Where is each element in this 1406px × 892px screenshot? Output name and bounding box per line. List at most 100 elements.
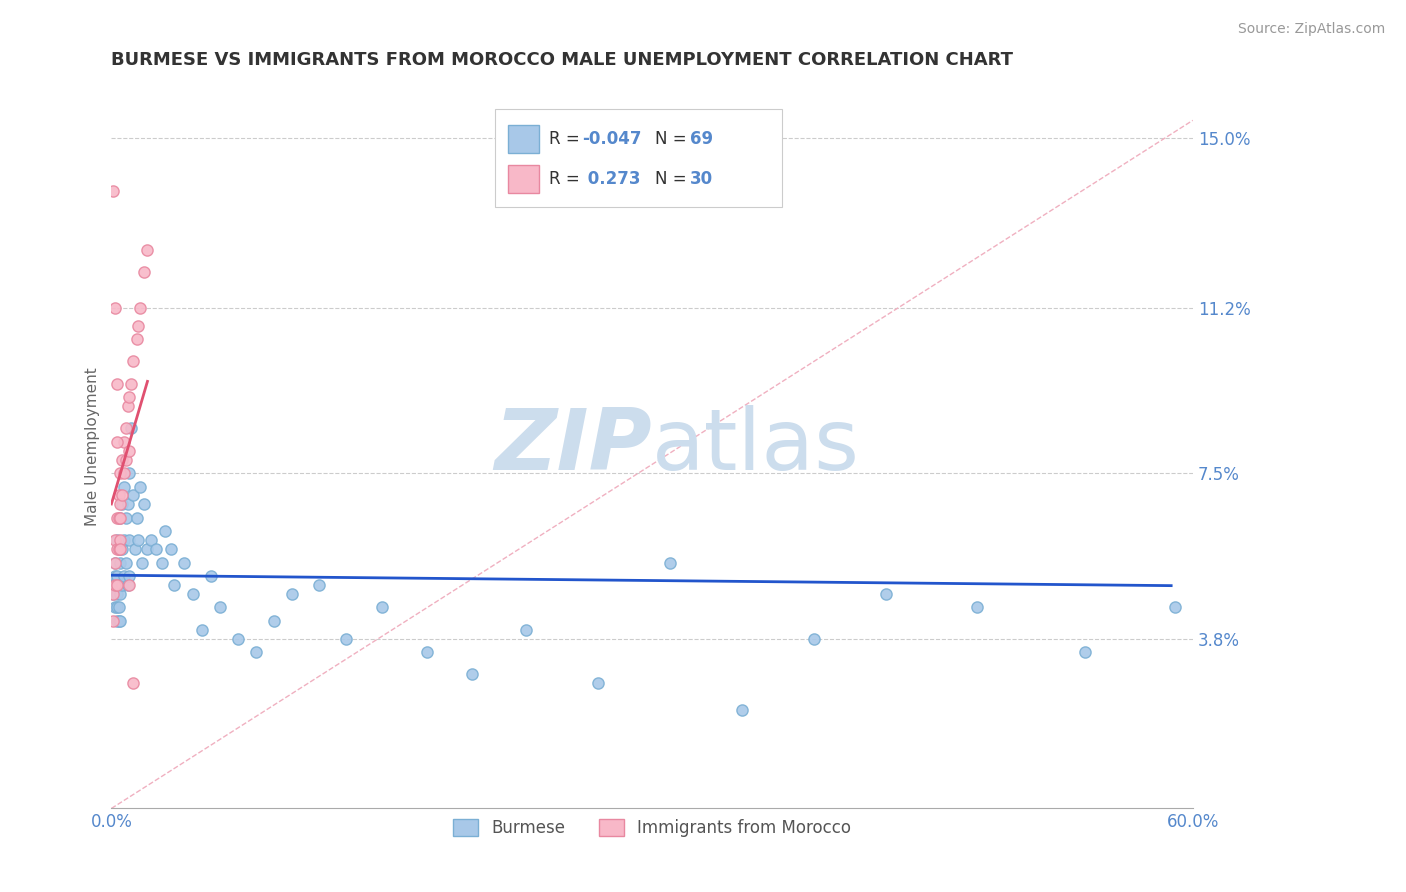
Point [112, 479, 135, 493]
Text: R =: R = [550, 170, 585, 188]
Point [112, 434, 135, 449]
Point [107, 488, 129, 502]
Point [105, 600, 128, 615]
Text: N =: N = [655, 170, 692, 188]
Point [131, 556, 153, 570]
Point [208, 600, 231, 615]
Point [127, 533, 149, 548]
Point [586, 676, 609, 690]
Point [105, 569, 128, 583]
FancyBboxPatch shape [495, 110, 782, 207]
Text: ZIP: ZIP [495, 405, 652, 488]
Text: Source: ZipAtlas.com: Source: ZipAtlas.com [1237, 22, 1385, 37]
Point [875, 587, 897, 601]
Point [200, 569, 222, 583]
Point [118, 578, 141, 592]
Point [105, 511, 128, 525]
Point [111, 497, 134, 511]
Point [110, 587, 132, 601]
Point [1073, 645, 1095, 659]
Point [110, 466, 132, 480]
Point [263, 614, 285, 628]
Point [117, 399, 139, 413]
Point [105, 587, 128, 601]
Point [112, 466, 135, 480]
Point [111, 488, 134, 502]
Point [110, 511, 132, 525]
Point [103, 587, 125, 601]
Point [104, 578, 127, 592]
Point [461, 667, 484, 681]
Point [118, 443, 141, 458]
Point [103, 185, 125, 199]
Point [155, 524, 177, 539]
Point [107, 614, 129, 628]
Point [104, 533, 127, 548]
Point [105, 533, 128, 548]
Point [114, 421, 136, 435]
Point [124, 542, 146, 557]
Point [107, 511, 129, 525]
Point [1164, 600, 1187, 615]
Point [245, 645, 267, 659]
Point [104, 556, 127, 570]
Point [110, 542, 132, 557]
Point [114, 556, 136, 570]
Point [129, 301, 152, 315]
Text: N =: N = [655, 130, 692, 148]
Point [105, 614, 128, 628]
Point [104, 556, 127, 570]
Point [731, 703, 754, 717]
Bar [509, 165, 538, 193]
Point [117, 497, 139, 511]
Text: R =: R = [550, 130, 585, 148]
Point [112, 533, 135, 548]
Point [122, 354, 145, 368]
Point [105, 542, 128, 557]
Point [190, 623, 212, 637]
Point [125, 511, 148, 525]
Point [136, 542, 159, 557]
Point [104, 569, 127, 583]
Text: atlas: atlas [652, 405, 860, 488]
Point [104, 301, 127, 315]
Point [966, 600, 988, 615]
Point [110, 497, 132, 511]
Point [173, 556, 195, 570]
Point [181, 587, 204, 601]
Point [107, 600, 129, 615]
Point [118, 466, 141, 480]
Text: 30: 30 [690, 170, 713, 188]
Point [150, 556, 173, 570]
Point [127, 318, 149, 333]
Point [515, 623, 537, 637]
Point [803, 632, 825, 646]
Text: BURMESE VS IMMIGRANTS FROM MOROCCO MALE UNEMPLOYMENT CORRELATION CHART: BURMESE VS IMMIGRANTS FROM MOROCCO MALE … [111, 51, 1014, 69]
Bar [509, 126, 538, 153]
Point [114, 511, 136, 525]
Point [105, 578, 128, 592]
Y-axis label: Male Unemployment: Male Unemployment [86, 367, 100, 525]
Point [103, 578, 125, 592]
Point [111, 542, 134, 557]
Point [110, 533, 132, 548]
Point [104, 600, 127, 615]
Point [129, 479, 152, 493]
Point [107, 542, 129, 557]
Point [122, 488, 145, 502]
Point [132, 265, 155, 279]
Point [118, 533, 141, 548]
Point [120, 421, 142, 435]
Point [280, 587, 302, 601]
Point [118, 390, 141, 404]
Point [132, 497, 155, 511]
Point [122, 676, 145, 690]
Point [117, 578, 139, 592]
Point [160, 542, 183, 557]
Point [107, 578, 129, 592]
Point [105, 434, 128, 449]
Point [659, 556, 682, 570]
Text: -0.047: -0.047 [582, 130, 641, 148]
Point [226, 632, 249, 646]
Legend: Burmese, Immigrants from Morocco: Burmese, Immigrants from Morocco [447, 812, 858, 844]
